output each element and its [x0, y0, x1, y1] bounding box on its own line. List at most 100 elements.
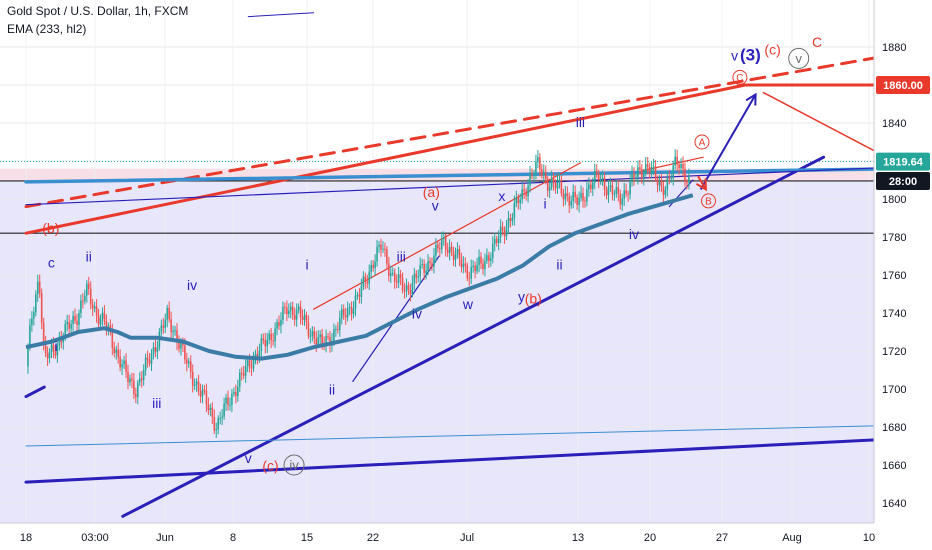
- candle-body: [121, 364, 123, 368]
- candle-body: [358, 294, 361, 297]
- candle-body: [56, 345, 59, 356]
- time-axis[interactable]: 18 03:00 Jun 8 15 22 Jul 13 20 27 Aug 10: [20, 532, 875, 544]
- wave-label: (b): [42, 220, 59, 236]
- candle-body: [235, 392, 237, 397]
- candle-body: [333, 329, 335, 341]
- candle-body: [354, 295, 357, 309]
- wave-circle: [701, 193, 717, 209]
- candle-body: [286, 307, 288, 315]
- candle-body: [250, 367, 253, 369]
- candle-body: [154, 347, 157, 352]
- candle-body: [458, 249, 461, 259]
- candle-body: [29, 325, 31, 347]
- candle-body: [129, 378, 131, 383]
- candle-body: [466, 265, 469, 279]
- candle-body: [180, 342, 182, 349]
- candle-body: [603, 178, 606, 190]
- candle-body: [229, 404, 231, 406]
- candle-body: [650, 167, 653, 173]
- candle-body: [654, 166, 657, 179]
- candle-body: [537, 157, 539, 162]
- candle-body: [288, 310, 290, 315]
- candle-body: [609, 185, 612, 188]
- candle-body: [252, 357, 255, 369]
- candle-body: [280, 319, 282, 326]
- candle-body: [513, 203, 516, 219]
- y-tick-label: 1780: [882, 232, 906, 244]
- candle-body: [186, 359, 188, 364]
- arrow-head: [745, 92, 757, 106]
- candle-body: [362, 276, 365, 287]
- candle-body: [62, 337, 65, 343]
- candle-body: [407, 285, 410, 290]
- candle-body: [688, 174, 690, 183]
- candle-body: [552, 178, 555, 184]
- candle-body: [305, 315, 308, 323]
- candle-body: [658, 181, 661, 186]
- candle-body: [427, 261, 429, 271]
- candle-body: [490, 258, 492, 261]
- candle-body: [570, 201, 573, 206]
- candle-body: [309, 335, 312, 337]
- candle-body: [623, 190, 625, 199]
- candle-body: [346, 308, 349, 318]
- candle-body: [315, 338, 318, 345]
- arrow-head: [695, 178, 707, 192]
- candle-body: [660, 181, 663, 187]
- candle-body: [231, 393, 233, 405]
- candle-body: [442, 237, 445, 240]
- candle-body: [644, 164, 647, 174]
- candle-body: [370, 265, 372, 272]
- candle-body: [621, 198, 624, 205]
- candle-body: [299, 306, 302, 317]
- candle-body: [562, 193, 565, 200]
- candle-body: [246, 360, 249, 367]
- candle-body: [444, 237, 447, 250]
- x-tick-label: Jul: [460, 532, 474, 544]
- candle-body: [174, 330, 176, 332]
- candle-body: [182, 342, 184, 346]
- candle-body: [452, 251, 455, 260]
- candle-body: [382, 248, 384, 250]
- candle-body: [321, 334, 323, 344]
- candle-body: [525, 191, 527, 197]
- wave-label: (3): [740, 45, 761, 64]
- candle-body: [590, 184, 592, 190]
- wave-circle-label: B: [705, 196, 712, 207]
- candle-body: [160, 325, 163, 332]
- candle-body: [52, 344, 55, 352]
- candle-body: [197, 381, 200, 392]
- wave-label: (c): [262, 458, 278, 474]
- candle-body: [531, 173, 533, 176]
- candle-body: [84, 295, 86, 302]
- wave-circle: [732, 69, 748, 85]
- x-tick-label: 18: [20, 532, 32, 544]
- price-candles: [27, 149, 690, 438]
- candle-body: [415, 273, 418, 278]
- candle-body: [542, 171, 545, 176]
- candle-body: [456, 249, 459, 255]
- x-tick-label: 22: [367, 532, 379, 544]
- candle-body: [464, 263, 467, 266]
- chart-title: Gold Spot / U.S. Dollar, 1h, FXCM: [7, 4, 189, 18]
- x-tick-label: 13: [572, 532, 584, 544]
- candle-body: [58, 338, 61, 346]
- candle-body: [535, 161, 537, 175]
- candle-body: [166, 307, 169, 320]
- candle-body: [393, 272, 396, 282]
- candle-body: [607, 187, 610, 196]
- candle-body: [93, 306, 96, 309]
- candle-body: [480, 256, 482, 264]
- candle-body: [395, 281, 398, 283]
- wave-label: w: [462, 296, 474, 312]
- candle-body: [266, 339, 269, 347]
- candle-body: [242, 373, 245, 376]
- candle-body: [680, 163, 682, 169]
- candle-body: [533, 174, 535, 176]
- candle-body: [539, 157, 541, 170]
- candle-body: [38, 281, 41, 294]
- candle-body: [468, 278, 471, 280]
- x-tick-label: 15: [301, 532, 313, 544]
- candle-body: [615, 187, 618, 194]
